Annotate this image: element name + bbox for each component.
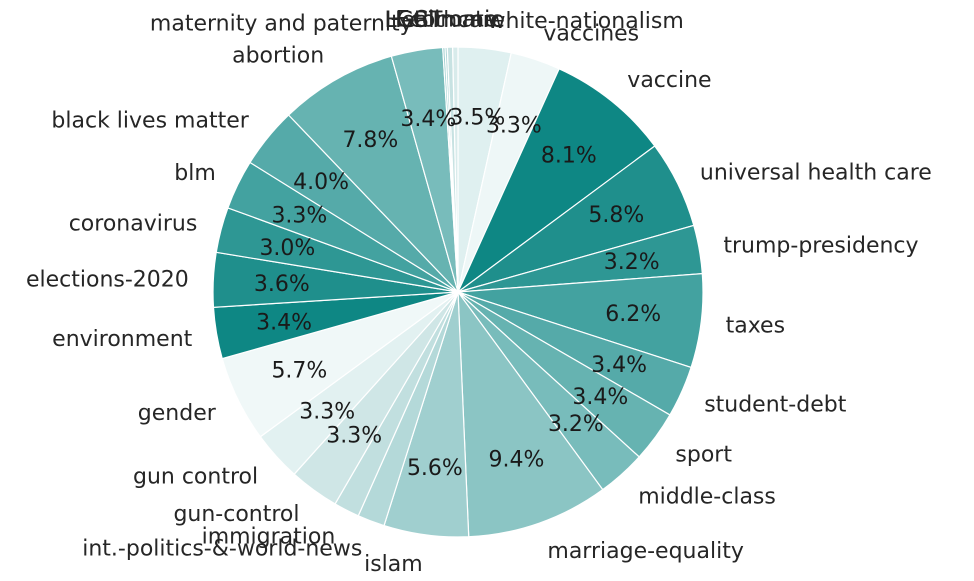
percentage-labels: 3.5%3.3%8.1%5.8%3.2%6.2%3.4%3.4%3.2%9.4%…: [254, 106, 661, 481]
pct-label-marriage-equality: 9.4%: [489, 447, 545, 472]
pie-slice-abortion: [287, 55, 459, 293]
pct-label-islam: 5.6%: [407, 456, 463, 481]
category-label-gun-control: gun-control: [173, 502, 299, 527]
pct-label-middle-class: 3.2%: [548, 412, 604, 437]
category-label-sport: sport: [675, 443, 732, 468]
pie-slices: [212, 46, 704, 538]
pct-label-environment: 3.4%: [256, 311, 312, 336]
pct-label-sport: 3.4%: [572, 385, 628, 410]
pct-label-white-nationalism: 3.5%: [449, 106, 505, 131]
pct-label-vaccines: 3.3%: [486, 114, 542, 139]
category-label-vaccine: vaccine: [627, 68, 711, 93]
pct-label-gun-control: 3.3%: [326, 424, 382, 449]
category-label-int-politics-world-news: int.-politics-&-world-news: [82, 537, 362, 562]
category-label-healthcare: Healthcare: [385, 8, 505, 33]
category-label-middle-class: middle-class: [638, 484, 776, 509]
pct-label-coronavirus: 3.0%: [259, 236, 315, 261]
category-label-coronavirus: coronavirus: [69, 212, 198, 237]
pct-label-universal-health-care: 5.8%: [588, 203, 644, 228]
category-label-vaccines: vaccines: [543, 22, 639, 47]
category-label-student-debt: student-debt: [704, 392, 847, 417]
category-label-economic: Economic: [396, 8, 503, 33]
category-label-universal-health-care: universal health care: [700, 160, 932, 185]
pct-label-blm: 3.3%: [271, 204, 327, 229]
category-label-environment: environment: [52, 327, 192, 352]
pct-label-elections-2020: 3.6%: [254, 272, 310, 297]
pct-label-trump-presidency: 3.2%: [604, 250, 660, 275]
category-label-black-lives-matter: black lives matter: [51, 109, 249, 134]
category-label-taxes: taxes: [726, 313, 785, 338]
category-label-blm: blm: [174, 161, 216, 186]
pie-slice-marriage-equality: [457, 290, 604, 538]
pct-label-maternity-and-paternity: 3.4%: [400, 107, 456, 132]
category-label-immigration: immigration: [202, 525, 336, 550]
pct-label-gender: 5.7%: [271, 358, 327, 383]
category-label-lgbt: LGBT: [385, 8, 443, 33]
pct-label-vaccine: 8.1%: [541, 144, 597, 169]
category-label-islam: islam: [364, 552, 423, 577]
pie-slice-vaccine: [456, 68, 656, 294]
category-label-gun-control: gun control: [133, 465, 258, 490]
category-label-trump-presidency: trump-presidency: [723, 233, 918, 258]
pct-label-gun-control: 3.3%: [299, 399, 355, 424]
pct-label-taxes: 6.2%: [605, 302, 661, 327]
category-label-elections-2020: elections-2020: [26, 267, 189, 292]
category-label-white-nationalism: white-nationalism: [488, 9, 684, 34]
pct-label-black-lives-matter: 4.0%: [293, 170, 349, 195]
pct-label-abortion: 7.8%: [342, 128, 398, 153]
category-label-abortion: abortion: [232, 44, 324, 69]
category-label-climate: Climate: [413, 8, 498, 33]
pie-slice-climate: [452, 46, 459, 293]
category-label-gender: gender: [138, 401, 217, 426]
category-label-marriage-equality: marriage-equality: [547, 539, 743, 564]
pct-label-student-debt: 3.4%: [591, 353, 647, 378]
category-label-maternity-and-paternity: maternity and paternity: [150, 11, 413, 36]
